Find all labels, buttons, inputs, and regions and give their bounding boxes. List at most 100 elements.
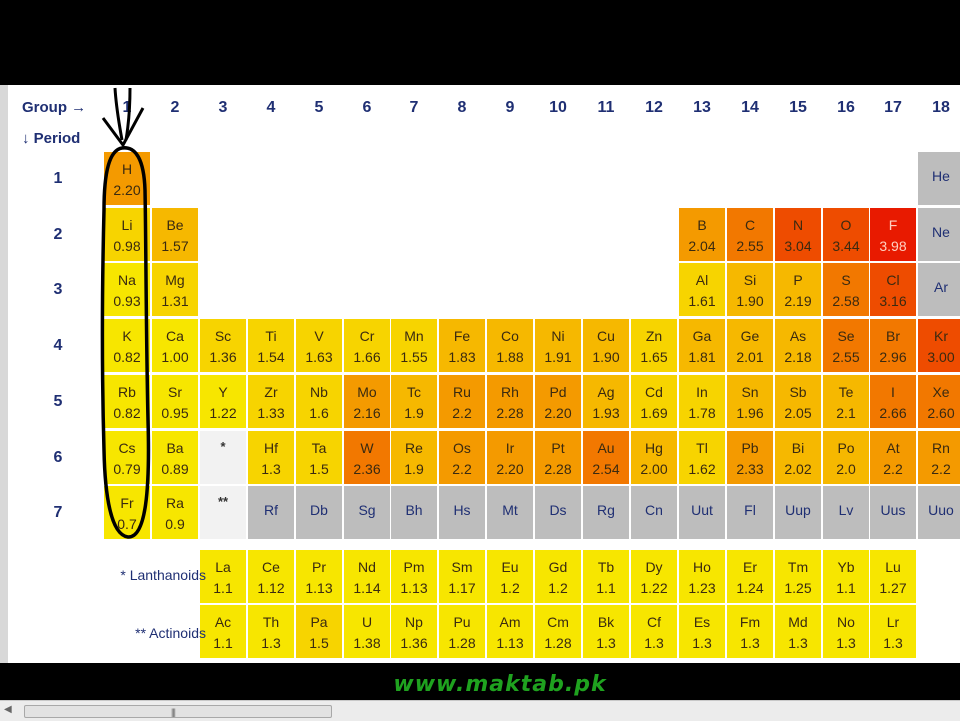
element-zr[interactable]: Zr 1.33 (248, 375, 294, 428)
element-pb[interactable]: Pb 2.33 (727, 431, 773, 484)
element-au[interactable]: Au 2.54 (583, 431, 629, 484)
element-pm[interactable]: Pm 1.13 (391, 550, 437, 603)
element-ho[interactable]: Ho 1.23 (679, 550, 725, 603)
element-kr[interactable]: Kr 3.00 (918, 319, 960, 372)
element-li[interactable]: Li 0.98 (104, 208, 150, 261)
element-cm[interactable]: Cm 1.28 (535, 605, 581, 658)
element-gd[interactable]: Gd 1.2 (535, 550, 581, 603)
element-co[interactable]: Co 1.88 (487, 319, 533, 372)
element-ra[interactable]: Ra 0.9 (152, 486, 198, 539)
element-re[interactable]: Re 1.9 (391, 431, 437, 484)
element-hg[interactable]: Hg 2.00 (631, 431, 677, 484)
element-fr[interactable]: Fr 0.7 (104, 486, 150, 539)
element-cu[interactable]: Cu 1.90 (583, 319, 629, 372)
element-tb[interactable]: Tb 1.1 (583, 550, 629, 603)
element-rh[interactable]: Rh 2.28 (487, 375, 533, 428)
scrollbar-thumb[interactable]: ||| (24, 705, 332, 718)
element-ga[interactable]: Ga 1.81 (679, 319, 725, 372)
element-u[interactable]: U 1.38 (344, 605, 390, 658)
element-mo[interactable]: Mo 2.16 (344, 375, 390, 428)
element-rg[interactable]: Rg (583, 486, 629, 539)
element-mt[interactable]: Mt (487, 486, 533, 539)
element-ac[interactable]: Ac 1.1 (200, 605, 246, 658)
element-uut[interactable]: Uut (679, 486, 725, 539)
element-tl[interactable]: Tl 1.62 (679, 431, 725, 484)
element-cs[interactable]: Cs 0.79 (104, 431, 150, 484)
element-o[interactable]: O 3.44 (823, 208, 869, 261)
element-db[interactable]: Db (296, 486, 342, 539)
element-fm[interactable]: Fm 1.3 (727, 605, 773, 658)
element-cn[interactable]: Cn (631, 486, 677, 539)
element-he[interactable]: He (918, 152, 960, 205)
element-mg[interactable]: Mg 1.31 (152, 263, 198, 316)
element-ge[interactable]: Ge 2.01 (727, 319, 773, 372)
element-te[interactable]: Te 2.1 (823, 375, 869, 428)
element-pt[interactable]: Pt 2.28 (535, 431, 581, 484)
element-b[interactable]: B 2.04 (679, 208, 725, 261)
element-pr[interactable]: Pr 1.13 (296, 550, 342, 603)
element-ba[interactable]: Ba 0.89 (152, 431, 198, 484)
element-tc[interactable]: Tc 1.9 (391, 375, 437, 428)
element-h[interactable]: H 2.20 (104, 152, 150, 205)
element-mn[interactable]: Mn 1.55 (391, 319, 437, 372)
element-be[interactable]: Be 1.57 (152, 208, 198, 261)
element-c[interactable]: C 2.55 (727, 208, 773, 261)
element-i[interactable]: I 2.66 (870, 375, 916, 428)
element-ce[interactable]: Ce 1.12 (248, 550, 294, 603)
element-am[interactable]: Am 1.13 (487, 605, 533, 658)
element-ta[interactable]: Ta 1.5 (296, 431, 342, 484)
element-eu[interactable]: Eu 1.2 (487, 550, 533, 603)
element-bi[interactable]: Bi 2.02 (775, 431, 821, 484)
element-yb[interactable]: Yb 1.1 (823, 550, 869, 603)
element-no[interactable]: No 1.3 (823, 605, 869, 658)
element-uup[interactable]: Uup (775, 486, 821, 539)
element-ds[interactable]: Ds (535, 486, 581, 539)
element-bk[interactable]: Bk 1.3 (583, 605, 629, 658)
element-uuo[interactable]: Uuo (918, 486, 960, 539)
element-ar[interactable]: Ar (918, 263, 960, 316)
element-ag[interactable]: Ag 1.93 (583, 375, 629, 428)
element-np[interactable]: Np 1.36 (391, 605, 437, 658)
element-th[interactable]: Th 1.3 (248, 605, 294, 658)
element-pu[interactable]: Pu 1.28 (439, 605, 485, 658)
element-w[interactable]: W 2.36 (344, 431, 390, 484)
element-at[interactable]: At 2.2 (870, 431, 916, 484)
element-sm[interactable]: Sm 1.17 (439, 550, 485, 603)
horizontal-scrollbar[interactable]: ◀ ||| (0, 700, 960, 721)
element-cd[interactable]: Cd 1.69 (631, 375, 677, 428)
element-uus[interactable]: Uus (870, 486, 916, 539)
element-md[interactable]: Md 1.3 (775, 605, 821, 658)
element-bh[interactable]: Bh (391, 486, 437, 539)
element-al[interactable]: Al 1.61 (679, 263, 725, 316)
element-tm[interactable]: Tm 1.25 (775, 550, 821, 603)
element-os[interactable]: Os 2.2 (439, 431, 485, 484)
element-fe[interactable]: Fe 1.83 (439, 319, 485, 372)
element-cr[interactable]: Cr 1.66 (344, 319, 390, 372)
element-hs[interactable]: Hs (439, 486, 485, 539)
actinoids-label[interactable]: ** Actinoids (135, 625, 206, 641)
element-lr[interactable]: Lr 1.3 (870, 605, 916, 658)
element-rf[interactable]: Rf (248, 486, 294, 539)
element-cf[interactable]: Cf 1.3 (631, 605, 677, 658)
scroll-left-arrow-icon[interactable]: ◀ (4, 704, 12, 715)
element-fl[interactable]: Fl (727, 486, 773, 539)
element-se[interactable]: Se 2.55 (823, 319, 869, 372)
element-ne[interactable]: Ne (918, 208, 960, 261)
element-zn[interactable]: Zn 1.65 (631, 319, 677, 372)
element-ir[interactable]: Ir 2.20 (487, 431, 533, 484)
element-cl[interactable]: Cl 3.16 (870, 263, 916, 316)
element-po[interactable]: Po 2.0 (823, 431, 869, 484)
element-k[interactable]: K 0.82 (104, 319, 150, 372)
element-sn[interactable]: Sn 1.96 (727, 375, 773, 428)
element-y[interactable]: Y 1.22 (200, 375, 246, 428)
element-sb[interactable]: Sb 2.05 (775, 375, 821, 428)
element-s[interactable]: S 2.58 (823, 263, 869, 316)
element-sr[interactable]: Sr 0.95 (152, 375, 198, 428)
element-v[interactable]: V 1.63 (296, 319, 342, 372)
element-br[interactable]: Br 2.96 (870, 319, 916, 372)
element-pa[interactable]: Pa 1.5 (296, 605, 342, 658)
element-dy[interactable]: Dy 1.22 (631, 550, 677, 603)
element-ru[interactable]: Ru 2.2 (439, 375, 485, 428)
lanthanoids-label[interactable]: * Lanthanoids (120, 567, 206, 583)
element-n[interactable]: N 3.04 (775, 208, 821, 261)
